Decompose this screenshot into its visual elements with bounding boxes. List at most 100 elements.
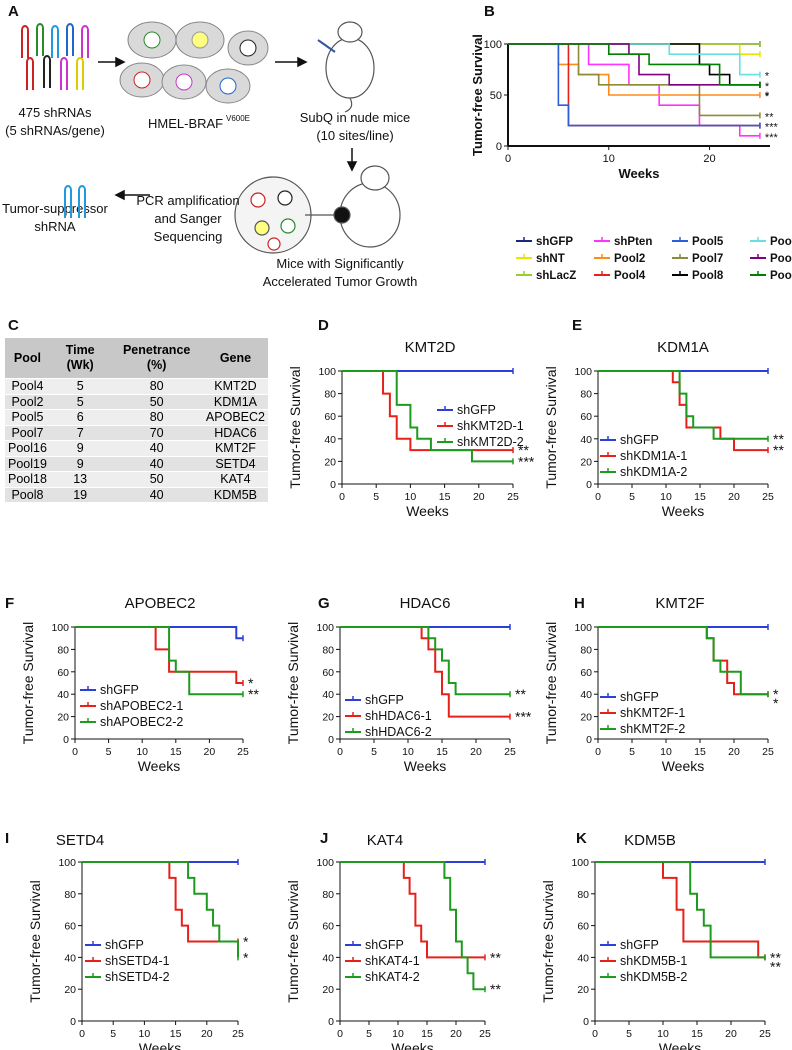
x-tick-label: 0	[592, 1028, 598, 1040]
legend-label: shGFP	[105, 938, 144, 952]
survival-curve	[342, 370, 513, 463]
legend-label: shKMT2D-2	[457, 435, 524, 449]
panel-letter: E	[572, 317, 582, 334]
y-tick-label: 20	[580, 712, 592, 724]
chart-title: KAT4	[367, 832, 403, 849]
chart-title: HDAC6	[400, 595, 451, 612]
y-tick-label: 100	[316, 857, 334, 869]
table-cell: 40	[110, 455, 203, 472]
x-tick-label: 25	[759, 1028, 771, 1040]
y-tick-label: 60	[322, 667, 334, 679]
x-tick-label: 20	[204, 746, 216, 758]
x-axis-label: Weeks	[659, 1040, 702, 1050]
y-tick-label: 20	[57, 712, 69, 724]
table-cell: 70	[110, 424, 203, 441]
x-tick-label: 5	[629, 491, 635, 503]
legend-label: shGFP	[620, 433, 659, 447]
significance-label: **	[773, 431, 784, 447]
table-cell: KDM5B	[202, 486, 268, 502]
table-cell: APOBEC2	[202, 409, 268, 425]
table-cell: KMT2D	[202, 378, 268, 394]
x-tick-label: 15	[170, 746, 182, 758]
y-tick-label: 0	[586, 734, 592, 746]
table-cell: Pool4	[5, 378, 50, 394]
table-cell: 40	[110, 440, 203, 456]
table-cell: Penetrance (%)	[110, 338, 203, 379]
x-tick-label: 0	[337, 1028, 343, 1040]
diagram-text: PCR amplification	[136, 193, 239, 208]
legend-label: shKMT2D-1	[457, 419, 524, 433]
x-tick-label: 15	[439, 491, 451, 503]
y-tick-label: 40	[322, 952, 334, 964]
significance-label: **	[490, 981, 501, 997]
y-tick-label: 0	[586, 479, 592, 491]
y-tick-label: 40	[322, 689, 334, 701]
table-cell: Pool19	[5, 455, 50, 472]
survival-curve	[508, 43, 760, 86]
table-cell: KMT2F	[202, 440, 268, 456]
panel-letter: D	[318, 317, 329, 334]
x-tick-label: 25	[237, 746, 249, 758]
x-tick-label: 20	[725, 1028, 737, 1040]
x-tick-label: 5	[629, 746, 635, 758]
y-tick-label: 100	[574, 366, 592, 378]
x-tick-label: 25	[762, 491, 774, 503]
table-cell: 7	[49, 424, 111, 441]
legend-label: shGFP	[620, 938, 659, 952]
survival-curve	[508, 43, 760, 86]
survival-curve	[598, 370, 768, 440]
significance-label: *	[243, 934, 249, 950]
y-tick-label: 80	[580, 389, 592, 401]
legend-label: shSETD4-2	[105, 970, 170, 984]
y-tick-label: 100	[484, 39, 502, 51]
shrna-icon	[36, 23, 44, 56]
survival-curve	[75, 626, 243, 696]
table-cell: 50	[110, 393, 203, 410]
legend-label: shSETD4-1	[105, 954, 170, 968]
x-tick-label: 5	[110, 1028, 116, 1040]
significance-label: *	[773, 686, 779, 702]
x-tick-label: 20	[703, 153, 715, 165]
panel-letter: J	[320, 830, 328, 847]
survival-curve	[508, 43, 760, 76]
legend-label: Pool4	[614, 270, 646, 282]
table-row: Pool7 7 70 HDAC6	[5, 424, 268, 441]
y-axis-label: Tumor-free Survival	[540, 880, 556, 1002]
y-tick-label: 80	[324, 389, 336, 401]
table-row: Pool4 5 80 KMT2D	[5, 378, 268, 394]
x-tick-label: 15	[436, 746, 448, 758]
legend-label: shGFP	[365, 938, 404, 952]
legend-label: shGFP	[365, 693, 404, 707]
significance-label: **	[248, 686, 259, 702]
y-tick-label: 100	[58, 857, 76, 869]
x-tick-label: 20	[728, 491, 740, 503]
x-tick-label: 0	[79, 1028, 85, 1040]
table-cell: Pool5	[5, 409, 50, 425]
survival-curve	[340, 626, 510, 718]
x-axis-label: Weeks	[139, 1040, 182, 1050]
survival-curve	[598, 626, 768, 696]
y-axis-label: Tumor-free Survival	[543, 622, 559, 744]
table-cell: SETD4	[202, 455, 268, 472]
shrna-icon	[64, 185, 72, 218]
shrna-icon	[21, 25, 29, 58]
shrna-icon	[43, 55, 51, 88]
survival-curve	[508, 43, 760, 96]
legend-label: shKDM1A-2	[620, 465, 687, 479]
survival-curve	[595, 861, 765, 959]
diagram-text: and Sanger	[154, 211, 222, 226]
survival-curve	[340, 861, 485, 959]
legend-label: shKDM5B-2	[620, 970, 687, 984]
significance-label: **	[773, 442, 784, 458]
y-tick-label: 20	[577, 984, 589, 996]
survival-curve	[598, 626, 768, 696]
survival-curve	[340, 626, 510, 696]
legend-label: shPten	[614, 236, 652, 248]
table-cell: 5	[49, 378, 111, 394]
significance-label: *	[243, 949, 249, 965]
y-tick-label: 0	[583, 1016, 589, 1028]
legend-label: shGFP	[457, 403, 496, 417]
x-axis-label: Weeks	[662, 758, 705, 774]
legend-label: Pool5	[692, 236, 724, 248]
